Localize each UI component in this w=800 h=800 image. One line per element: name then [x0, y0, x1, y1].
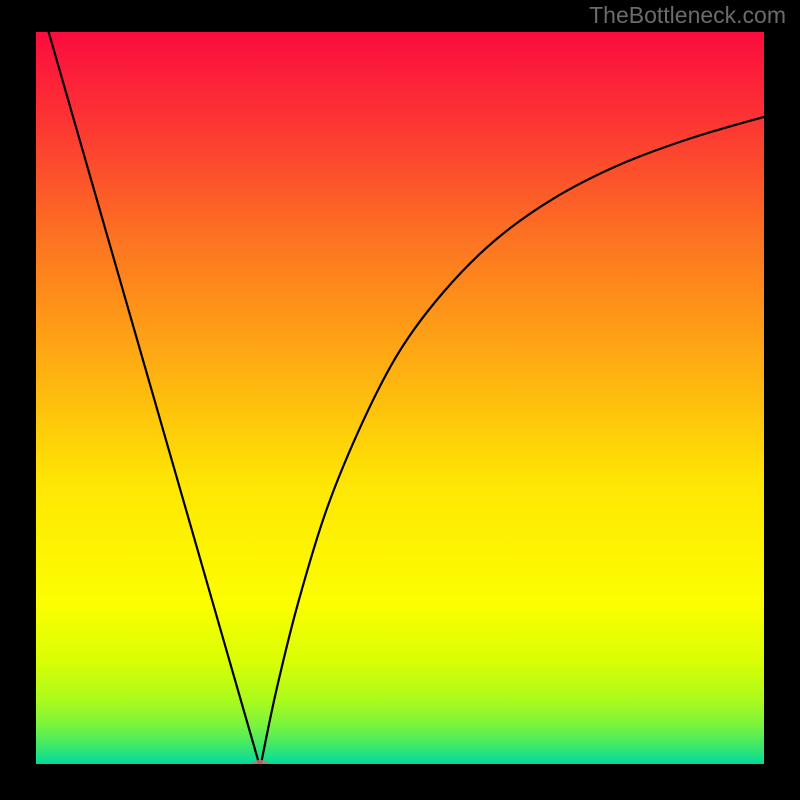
chart-container: TheBottleneck.com	[0, 0, 800, 800]
bottleneck-chart	[0, 0, 800, 800]
plot-background	[36, 32, 764, 764]
watermark-text: TheBottleneck.com	[589, 2, 786, 29]
